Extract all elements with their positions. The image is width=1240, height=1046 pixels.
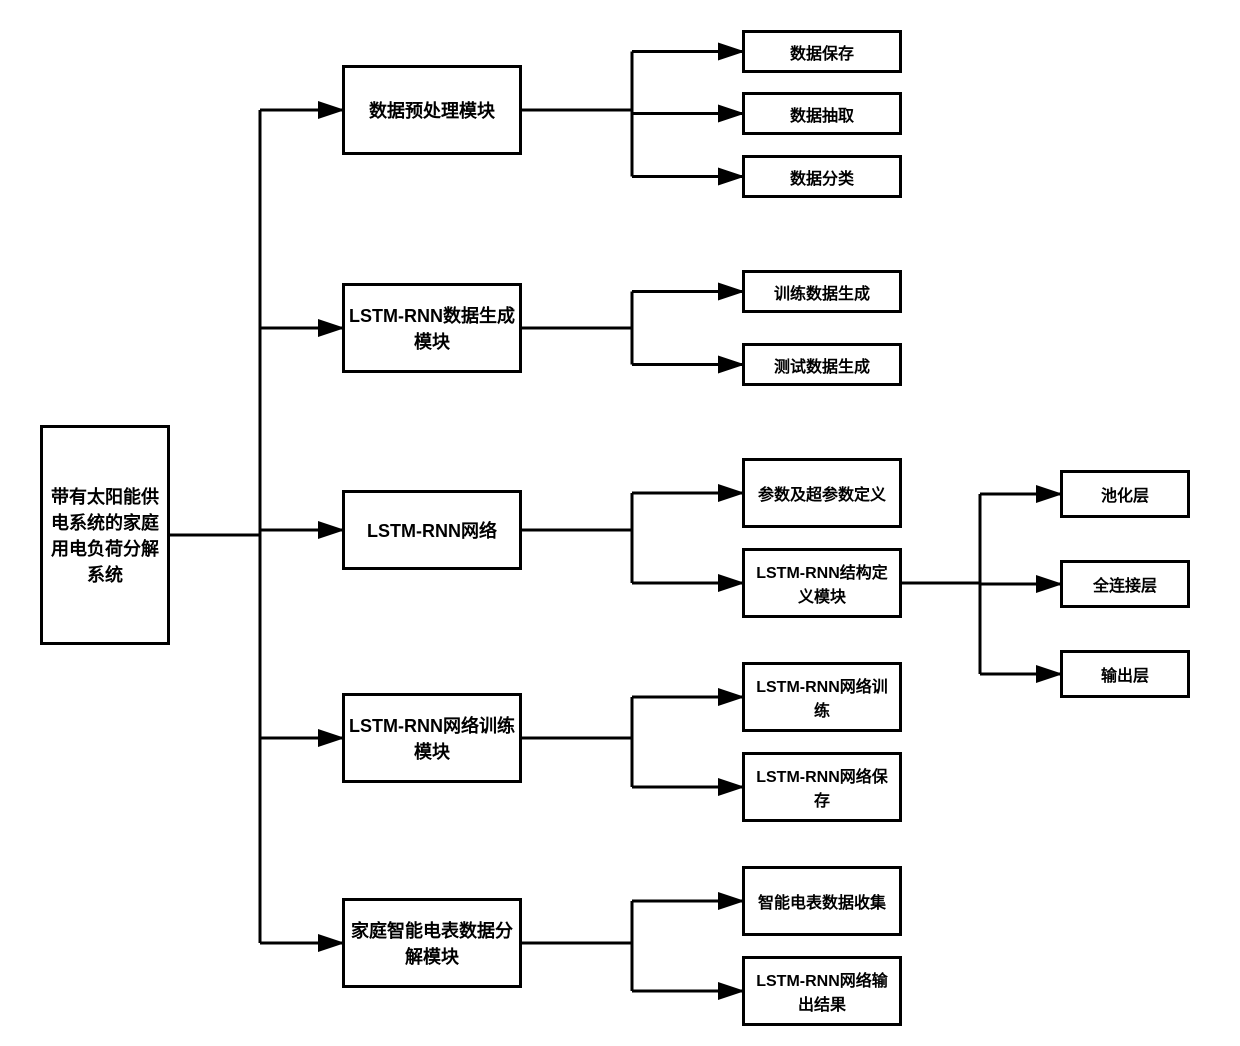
- diagram-box: 训练数据生成: [742, 270, 902, 313]
- diagram-box: 池化层: [1060, 470, 1190, 518]
- diagram-box: 家庭智能电表数据分解模块: [342, 898, 522, 988]
- diagram-box: 全连接层: [1060, 560, 1190, 608]
- diagram-box: LSTM-RNN网络输出结果: [742, 956, 902, 1026]
- diagram-box: 输出层: [1060, 650, 1190, 698]
- diagram-box: 测试数据生成: [742, 343, 902, 386]
- diagram-box: 数据抽取: [742, 92, 902, 135]
- diagram-box: 智能电表数据收集: [742, 866, 902, 936]
- diagram-box: LSTM-RNN网络训练模块: [342, 693, 522, 783]
- diagram-box: 参数及超参数定义: [742, 458, 902, 528]
- diagram-box: LSTM-RNN网络: [342, 490, 522, 570]
- diagram-box: LSTM-RNN结构定义模块: [742, 548, 902, 618]
- diagram-box: 数据保存: [742, 30, 902, 73]
- diagram-box: 数据分类: [742, 155, 902, 198]
- diagram-box: 数据预处理模块: [342, 65, 522, 155]
- diagram-box: LSTM-RNN数据生成模块: [342, 283, 522, 373]
- diagram-box: 带有太阳能供电系统的家庭用电负荷分解系统: [40, 425, 170, 645]
- diagram-box: LSTM-RNN网络保存: [742, 752, 902, 822]
- diagram-box: LSTM-RNN网络训练: [742, 662, 902, 732]
